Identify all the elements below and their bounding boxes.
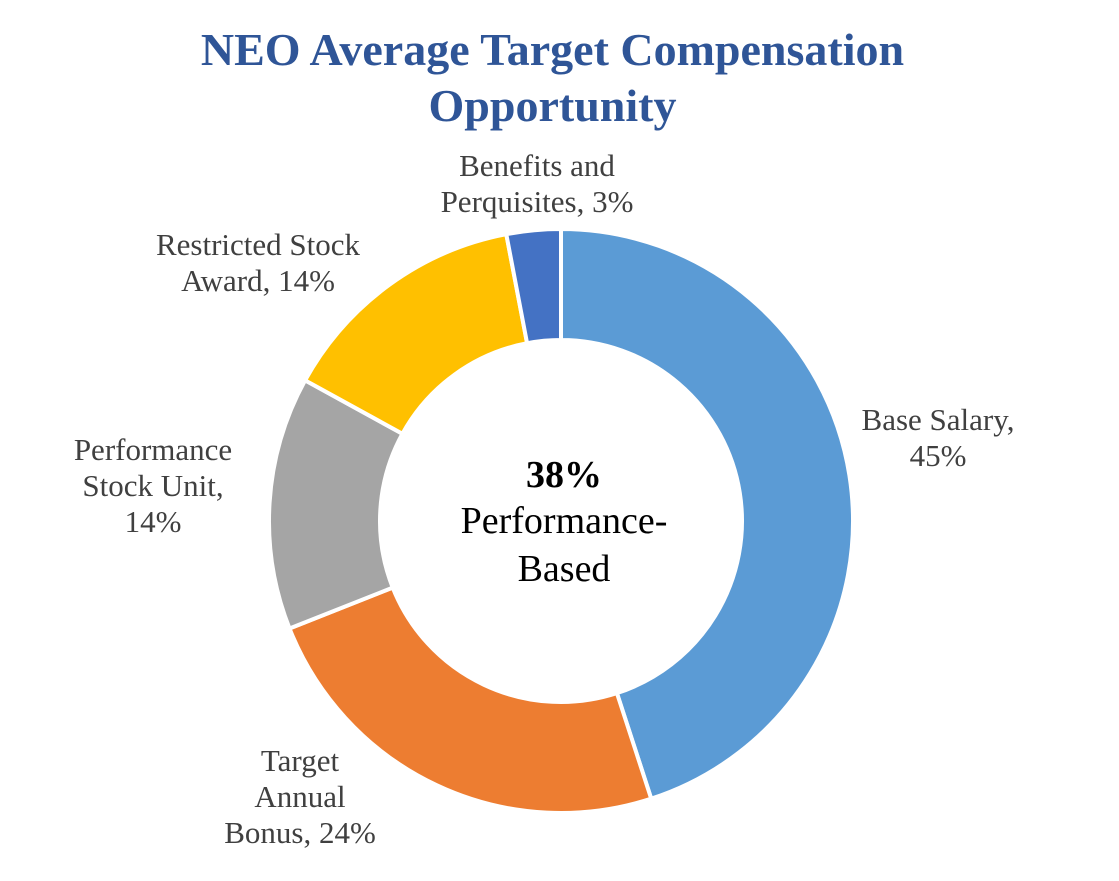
slice-target-annual-bonus [286, 585, 654, 815]
label-target-annual-bonus-line-3: Bonus, 24% [224, 815, 376, 850]
slice-base-salary [559, 226, 855, 802]
label-performance-stock-unit: Performance Stock Unit, 14% [48, 432, 258, 540]
donut-center-text: 38% Performance- Based [419, 455, 709, 593]
label-restricted-stock-award: Restricted Stock Award, 14% [126, 227, 390, 299]
label-benefits-perquisites-line-2: Perquisites, 3% [440, 184, 634, 219]
label-performance-stock-unit-line-3: 14% [124, 504, 182, 539]
label-performance-stock-unit-line-1: Performance [73, 432, 233, 467]
label-restricted-stock-award-line-1: Restricted Stock [155, 227, 361, 262]
label-benefits-perquisites-line-1: Benefits and [459, 148, 615, 183]
label-base-salary-line-1: Base Salary, [861, 402, 1015, 437]
label-target-annual-bonus-line-1: Target [260, 743, 340, 778]
label-target-annual-bonus-line-2: Annual [254, 779, 346, 814]
label-base-salary: Base Salary, 45% [838, 402, 1038, 474]
chart-title-line-2: Opportunity [428, 80, 677, 131]
center-value: 38% [526, 454, 602, 496]
label-benefits-perquisites: Benefits and Perquisites, 3% [412, 148, 662, 220]
chart-title-line-1: NEO Average Target Compensation [200, 24, 905, 75]
donut-slices [267, 226, 855, 815]
label-target-annual-bonus: Target Annual Bonus, 24% [200, 743, 400, 851]
chart-title: NEO Average Target Compensation Opportun… [0, 22, 1105, 134]
label-base-salary-line-2: 45% [909, 438, 967, 473]
label-restricted-stock-award-line-2: Award, 14% [181, 263, 335, 298]
slice-benefits-and-perquisites [503, 226, 563, 346]
center-caption: Performance- Based [460, 500, 668, 590]
label-performance-stock-unit-line-2: Stock Unit, [82, 468, 224, 503]
